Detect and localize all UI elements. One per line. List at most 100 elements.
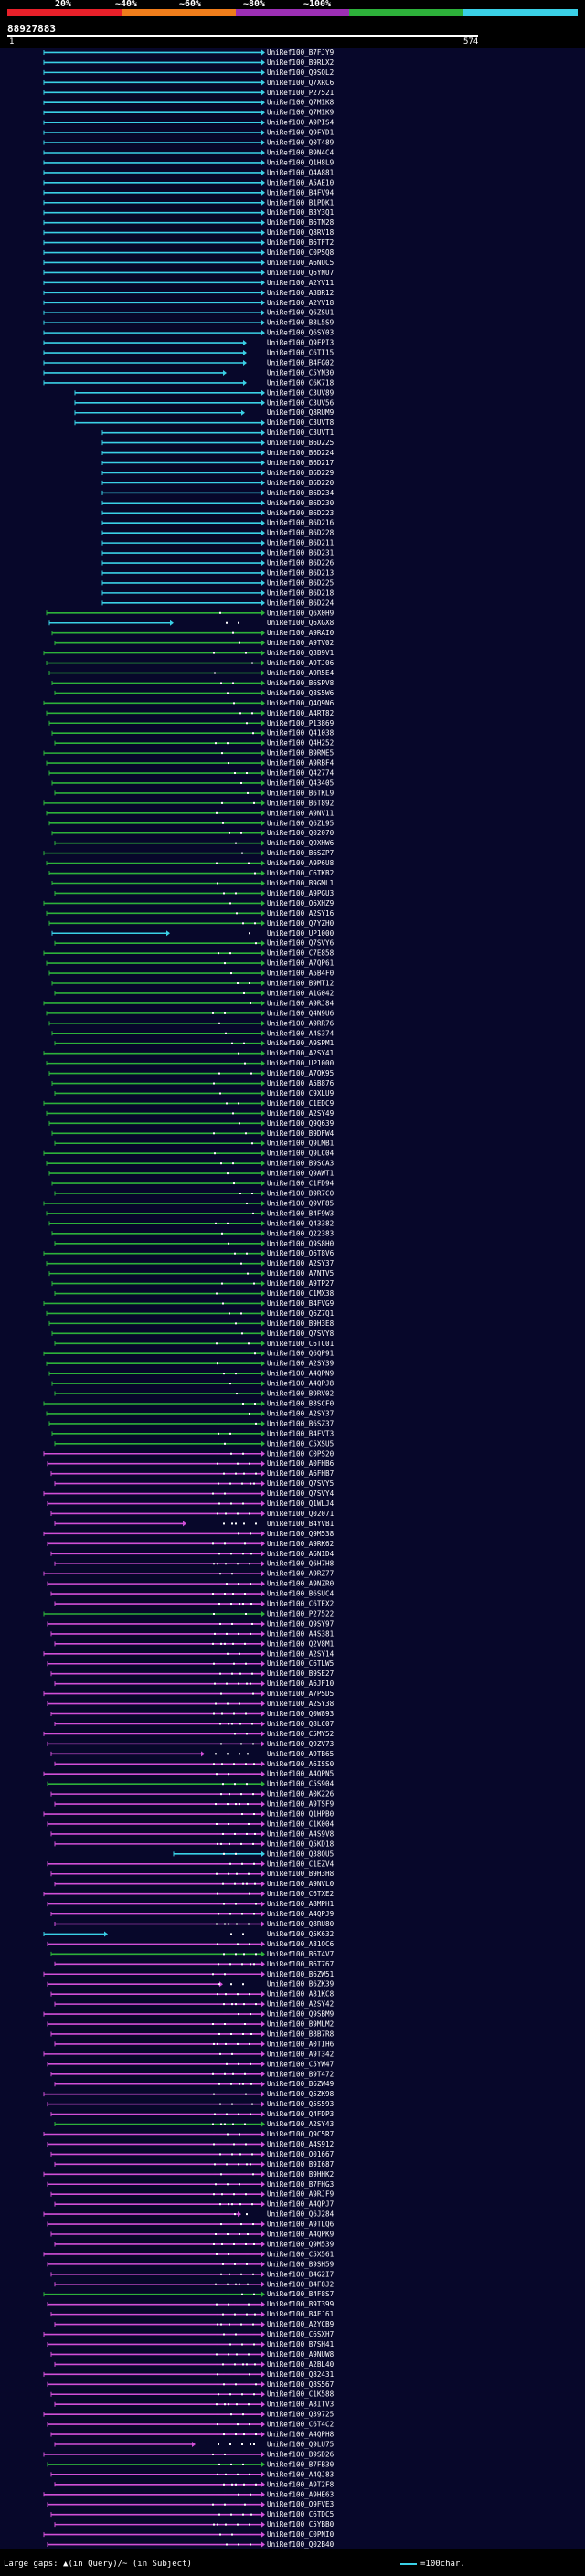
hit-row[interactable]: UniRef100_Q41038 — [51, 729, 335, 737]
hit-row[interactable]: UniRef100_A9RK62 — [47, 1540, 334, 1548]
hit-row[interactable]: UniRef100_C6TKB2 — [48, 869, 334, 877]
hit-row[interactable]: UniRef100_C0PSQ8 — [43, 249, 335, 257]
hit-label[interactable]: UniRef100_B9HHK2 — [267, 2170, 334, 2178]
hit-row[interactable]: UniRef100_A9RJ84 — [43, 999, 335, 1007]
hit-row[interactable]: UniRef100_Q9SQL2 — [43, 69, 334, 77]
hit-row[interactable]: UniRef100_Q9C5R7 — [43, 2130, 334, 2138]
hit-label[interactable]: UniRef100_Q9C5R7 — [267, 2130, 334, 2138]
hit-row[interactable]: UniRef100_A9RZ77 — [43, 1570, 334, 1578]
hit-label[interactable]: UniRef100_Q9SBM9 — [267, 2010, 335, 2019]
hit-row[interactable]: UniRef100_Q8LC07 — [54, 1720, 334, 1728]
hit-label[interactable]: UniRef100_B4FVG9 — [267, 1299, 335, 1308]
hit-row[interactable]: UniRef100_Q9FYD1 — [43, 129, 335, 137]
hit-label[interactable]: UniRef100_UP1000 — [267, 1059, 335, 1067]
hit-label[interactable]: UniRef100_P27521 — [267, 89, 335, 97]
hit-label[interactable]: UniRef100_C6TDC5 — [267, 2510, 334, 2518]
hit-row[interactable]: UniRef100_A9NVL0 — [54, 1880, 335, 1888]
hit-row[interactable]: UniRef100_C6SXH7 — [43, 2330, 334, 2338]
hit-row[interactable]: UniRef100_Q4Q9N6 — [43, 699, 335, 707]
hit-row[interactable]: UniRef100_C5S904 — [47, 1780, 335, 1788]
hit-row[interactable]: UniRef100_B4FVG9 — [43, 1299, 335, 1308]
hit-row[interactable]: UniRef100_A9TSF9 — [54, 1800, 335, 1808]
hit-label[interactable]: UniRef100_B4YVB1 — [267, 1520, 335, 1528]
hit-label[interactable]: UniRef100_C6TLW5 — [267, 1659, 334, 1668]
hit-label[interactable]: UniRef100_B6SZ37 — [267, 1419, 334, 1427]
hit-row[interactable]: UniRef100_C9XLU9 — [54, 1089, 335, 1097]
hit-label[interactable]: UniRef100_Q9M538 — [267, 1530, 335, 1538]
hit-label[interactable]: UniRef100_Q43405 — [267, 779, 334, 787]
hit-label[interactable]: UniRef100_A81OC6 — [267, 1940, 335, 1948]
hit-row[interactable]: UniRef100_B8L5S9 — [43, 319, 335, 327]
hit-row[interactable]: UniRef100_Q6J284 — [43, 2210, 335, 2219]
hit-label[interactable]: UniRef100_Q9Q639 — [267, 1119, 335, 1128]
hit-row[interactable]: UniRef100_B9RV02 — [54, 1390, 334, 1398]
hit-label[interactable]: UniRef100_Q1H8L9 — [267, 158, 335, 166]
hit-row[interactable]: UniRef100_B6ZW51 — [43, 1970, 335, 1978]
hit-label[interactable]: UniRef100_A9NUW8 — [267, 2350, 335, 2359]
hit-label[interactable]: UniRef100_A9RK62 — [267, 1540, 334, 1548]
hit-label[interactable]: UniRef100_A6JF10 — [267, 1680, 335, 1688]
hit-label[interactable]: UniRef100_B6D213 — [267, 568, 334, 577]
hit-row[interactable]: UniRef100_Q9Q639 — [48, 1119, 335, 1128]
hit-label[interactable]: UniRef100_B9T472 — [267, 2070, 334, 2078]
hit-row[interactable]: UniRef100_Q9M539 — [54, 2240, 335, 2248]
hit-label[interactable]: UniRef100_A2YV11 — [267, 279, 335, 287]
hit-label[interactable]: UniRef100_A9RZ77 — [267, 1570, 334, 1578]
hit-label[interactable]: UniRef100_Q4FDP3 — [267, 2110, 334, 2118]
hit-row[interactable]: UniRef100_A4QPJ7 — [54, 2200, 334, 2209]
hit-row[interactable]: UniRef100_Q9ZV73 — [47, 1740, 334, 1748]
hit-label[interactable]: UniRef100_A2BL40 — [267, 2360, 335, 2369]
hit-row[interactable]: UniRef100_Q9FVE3 — [47, 2500, 334, 2508]
hit-label[interactable]: UniRef100_A2YV18 — [267, 299, 335, 307]
hit-label[interactable]: UniRef100_B6D216 — [267, 519, 335, 527]
hit-label[interactable]: UniRef100_A9RBF4 — [267, 759, 335, 768]
hit-row[interactable]: UniRef100_A2SY14 — [43, 1649, 335, 1658]
hit-row[interactable]: UniRef100_A8MPH1 — [47, 1900, 335, 1908]
hit-label[interactable]: UniRef100_A7NTV5 — [267, 1269, 334, 1277]
hit-row[interactable]: UniRef100_A9TB65 — [50, 1750, 334, 1758]
hit-label[interactable]: UniRef100_B8SCF0 — [267, 1399, 335, 1407]
hit-label[interactable]: UniRef100_B6TFT2 — [267, 239, 334, 247]
hit-row[interactable]: UniRef100_B7FHG3 — [47, 2180, 334, 2189]
hit-label[interactable]: UniRef100_Q8S5W6 — [267, 689, 335, 697]
hit-row[interactable]: UniRef100_Q7SVY6 — [54, 939, 335, 948]
hit-label[interactable]: UniRef100_A4QPN9 — [267, 1370, 335, 1378]
hit-row[interactable]: UniRef100_Q38QU5 — [173, 1850, 334, 1858]
hit-label[interactable]: UniRef100_Q9FPI3 — [267, 339, 334, 347]
hit-row[interactable]: UniRef100_A5B4F0 — [48, 970, 335, 978]
hit-label[interactable]: UniRef100_Q0T489 — [267, 139, 335, 147]
hit-row[interactable]: UniRef100_Q8RV18 — [43, 228, 335, 237]
hit-label[interactable]: UniRef100_B9SE27 — [267, 1670, 334, 1678]
hit-label[interactable]: UniRef100_C0PS20 — [267, 1449, 335, 1458]
hit-row[interactable]: UniRef100_Q6YNU7 — [43, 269, 334, 277]
hit-label[interactable]: UniRef100_B4G2I7 — [267, 2270, 334, 2278]
hit-label[interactable]: UniRef100_B6TN28 — [267, 218, 335, 227]
hit-label[interactable]: UniRef100_Q7SVY6 — [267, 939, 335, 948]
hit-row[interactable]: UniRef100_C1EDC9 — [43, 1099, 335, 1108]
hit-row[interactable]: UniRef100_Q43382 — [48, 1219, 334, 1227]
hit-row[interactable]: UniRef100_Q8RU80 — [54, 1920, 335, 1928]
hit-row[interactable]: UniRef100_B6D229 — [101, 469, 335, 477]
hit-label[interactable]: UniRef100_A4QPJ9 — [267, 1910, 335, 1918]
hit-label[interactable]: UniRef100_B6D226 — [267, 559, 335, 567]
hit-row[interactable]: UniRef100_A9P6U8 — [46, 859, 335, 867]
hit-label[interactable]: UniRef100_Q8S567 — [267, 2380, 334, 2389]
hit-label[interactable]: UniRef100_A9SPM1 — [267, 1039, 335, 1047]
hit-row[interactable]: UniRef100_A9RAI0 — [51, 629, 335, 637]
hit-row[interactable]: UniRef100_A9PIS4 — [43, 119, 335, 127]
hit-row[interactable]: UniRef100_B9H3E8 — [48, 1320, 335, 1328]
hit-label[interactable]: UniRef100_C6SXH7 — [267, 2330, 334, 2338]
hit-label[interactable]: UniRef100_A6FHB7 — [267, 1469, 334, 1478]
hit-label[interactable]: UniRef100_C5MY52 — [267, 1730, 334, 1738]
hit-row[interactable]: UniRef100_A9PGU3 — [54, 889, 334, 897]
hit-label[interactable]: UniRef100_B4FV94 — [267, 188, 335, 196]
hit-label[interactable]: UniRef100_A9NV11 — [267, 809, 335, 817]
hit-row[interactable]: UniRef100_B7FJY9 — [43, 48, 335, 57]
hit-label[interactable]: UniRef100_A9PIS4 — [267, 119, 335, 127]
hit-row[interactable]: UniRef100_Q6XGX8 — [48, 619, 335, 627]
hit-row[interactable]: UniRef100_Q7SVY5 — [54, 1479, 334, 1488]
hit-label[interactable]: UniRef100_B9H3E8 — [267, 1320, 335, 1328]
hit-row[interactable]: UniRef100_A9TLQ6 — [47, 2221, 335, 2229]
hit-label[interactable]: UniRef100_A6ISS0 — [267, 1760, 335, 1768]
hit-row[interactable]: UniRef100_Q02071 — [50, 1510, 335, 1518]
